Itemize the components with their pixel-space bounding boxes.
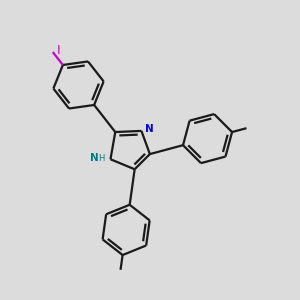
Text: N: N xyxy=(90,153,99,164)
Text: N: N xyxy=(145,124,153,134)
Text: H: H xyxy=(98,154,104,163)
Text: I: I xyxy=(56,44,60,57)
